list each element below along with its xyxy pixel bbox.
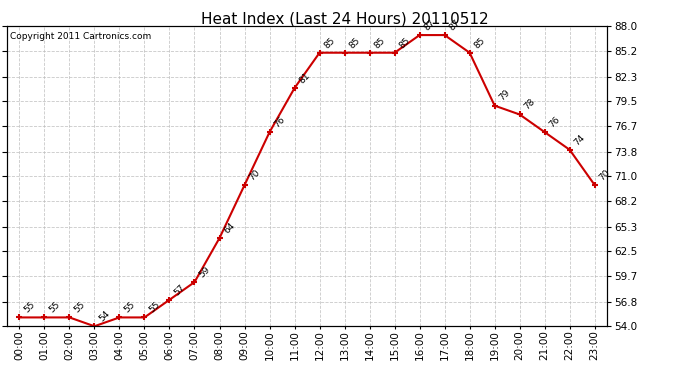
Text: 54: 54 xyxy=(97,309,112,324)
Text: 85: 85 xyxy=(347,36,362,50)
Text: 55: 55 xyxy=(22,300,37,315)
Text: 55: 55 xyxy=(47,300,61,315)
Text: Copyright 2011 Cartronics.com: Copyright 2011 Cartronics.com xyxy=(10,32,151,41)
Text: 55: 55 xyxy=(72,300,87,315)
Text: 87: 87 xyxy=(422,18,437,32)
Text: 55: 55 xyxy=(122,300,137,315)
Text: 57: 57 xyxy=(172,282,187,297)
Text: 76: 76 xyxy=(273,115,287,129)
Text: 76: 76 xyxy=(547,115,562,129)
Text: 70: 70 xyxy=(598,168,612,182)
Text: 87: 87 xyxy=(447,18,462,32)
Text: 78: 78 xyxy=(522,97,537,112)
Text: 59: 59 xyxy=(197,265,212,279)
Text: 85: 85 xyxy=(473,36,487,50)
Text: 74: 74 xyxy=(573,133,587,147)
Text: 70: 70 xyxy=(247,168,262,182)
Text: 85: 85 xyxy=(373,36,387,50)
Text: 64: 64 xyxy=(222,221,237,235)
Text: Heat Index (Last 24 Hours) 20110512: Heat Index (Last 24 Hours) 20110512 xyxy=(201,11,489,26)
Text: 81: 81 xyxy=(297,71,312,85)
Text: 85: 85 xyxy=(397,36,412,50)
Text: 79: 79 xyxy=(497,88,512,103)
Text: 55: 55 xyxy=(147,300,161,315)
Text: 85: 85 xyxy=(322,36,337,50)
